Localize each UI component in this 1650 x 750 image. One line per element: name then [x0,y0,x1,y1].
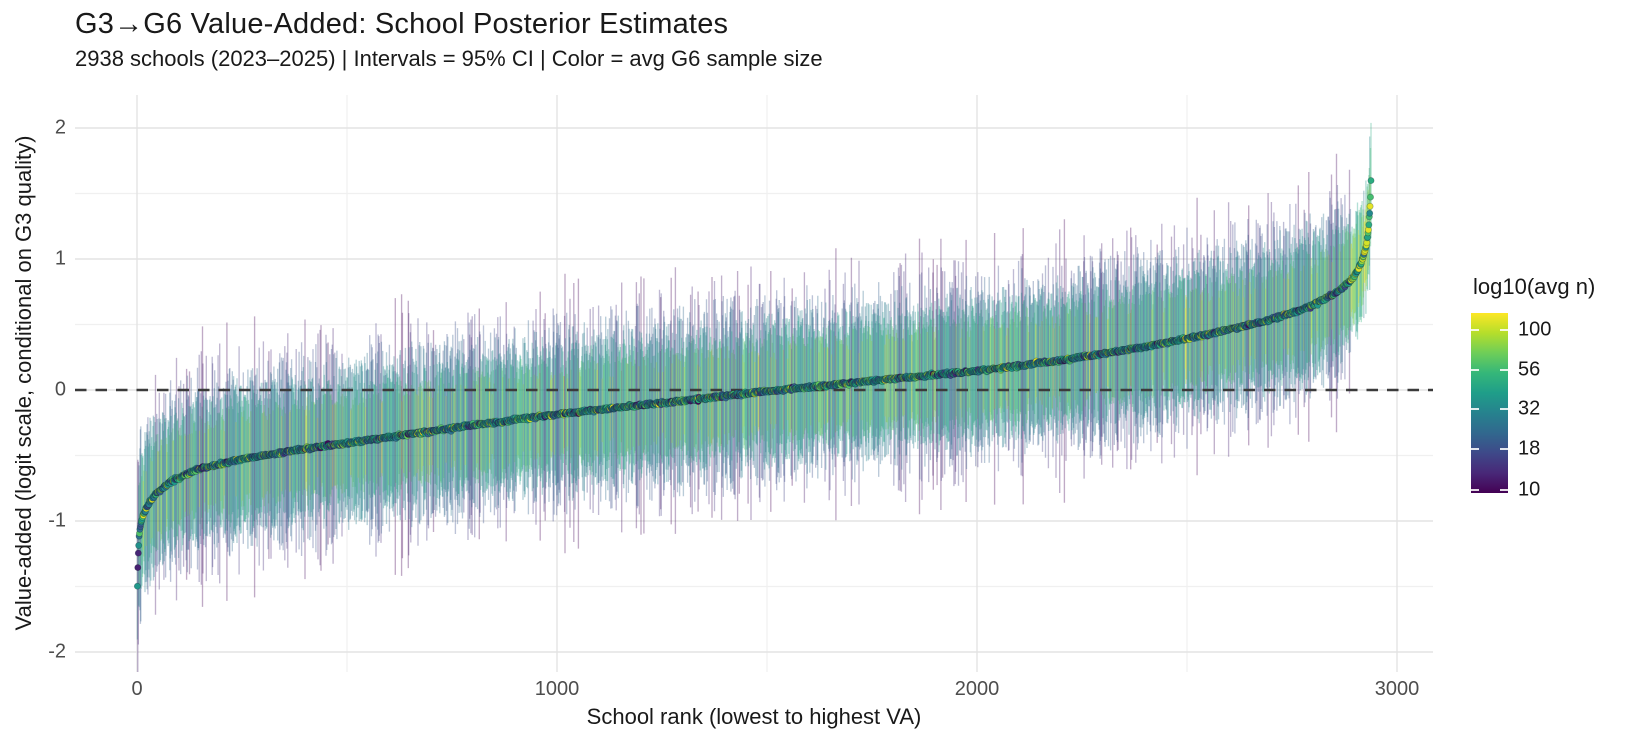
colorbar-tick-mark [1471,369,1479,372]
y-tick-label: 1 [54,247,66,270]
legend-colorbar [1471,313,1508,493]
colorbar-tick-mark [1471,448,1479,451]
legend-tick-label: 10 [1518,478,1541,501]
colorbar-tick-mark [1500,448,1508,451]
x-tick-label: 2000 [954,678,1000,700]
y-tick-label: -1 [48,509,66,532]
legend-tick-label: 100 [1518,318,1552,341]
color-legend: log10(avg n) 100 56 32 18 10 [1471,274,1646,504]
legend-tick-label: 56 [1518,358,1541,381]
y-tick-label: -2 [48,640,66,663]
colorbar-tick-mark [1500,488,1508,491]
x-tick-label: 0 [131,678,143,700]
chart-title: G3→G6 Value-Added: School Posterior Esti… [75,8,729,40]
x-tick-label: 1000 [534,678,580,700]
colorbar-tick-mark [1500,408,1508,411]
y-tick-label: 0 [54,378,66,401]
legend-title: log10(avg n) [1473,274,1596,299]
x-axis-title: School rank (lowest to highest VA) [586,704,922,729]
chart-subtitle: 2938 schools (2023–2025) | Intervals = 9… [75,46,823,71]
colorbar-tick-mark [1500,328,1508,331]
posterior-points [133,177,1375,590]
legend-tick-label: 18 [1518,437,1541,460]
colorbar-tick-mark [1471,328,1479,331]
colorbar-tick-mark [1471,408,1479,411]
interval-lines [136,122,1372,672]
x-tick-label: 3000 [1374,678,1420,700]
y-tick-label: 2 [54,116,66,139]
colorbar-tick-mark [1471,488,1479,491]
plot-panel [75,95,1433,672]
colorbar-tick-mark [1500,369,1508,372]
legend-tick-label: 32 [1518,397,1541,420]
